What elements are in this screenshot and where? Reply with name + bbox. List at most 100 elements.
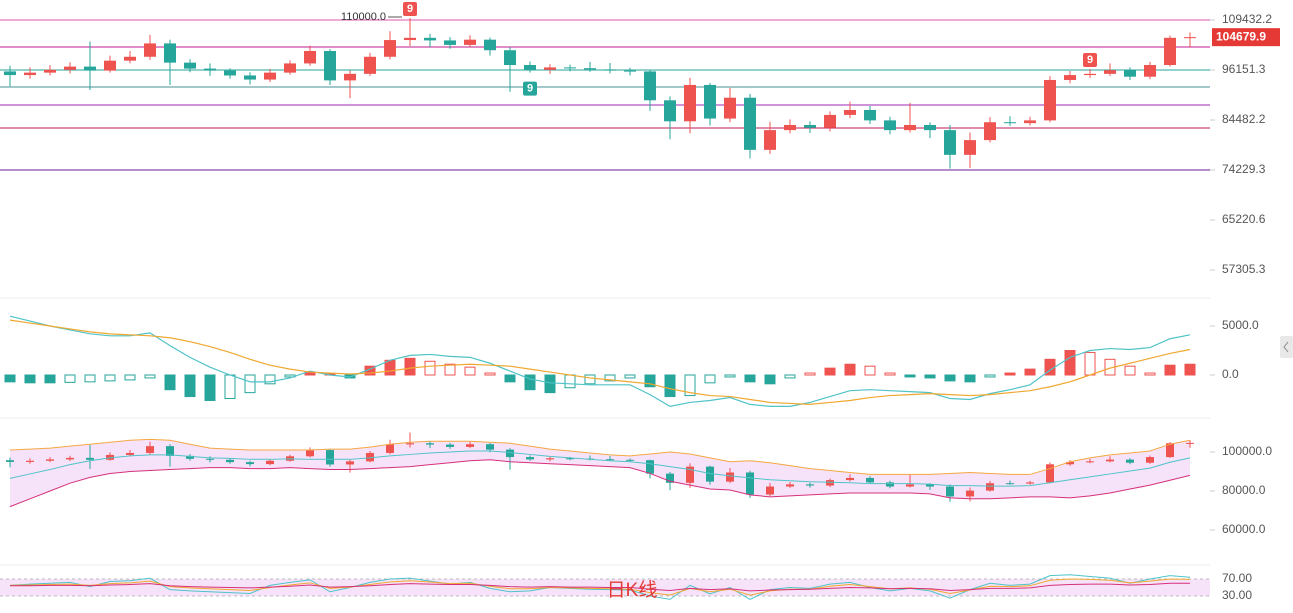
macd-bar [764, 374, 776, 385]
candle-body [546, 458, 554, 460]
macd-bar [1144, 372, 1156, 376]
macd-bar [44, 374, 56, 384]
macd-bar [1024, 368, 1036, 376]
candle-body [1006, 483, 1014, 485]
boll-mid [9, 450, 1191, 487]
candle-body [986, 483, 994, 491]
td-sell-label: 9 [1087, 54, 1093, 66]
candle-body [904, 124, 916, 131]
macd-bar [724, 374, 736, 378]
y-tick-label: 109432.2 [1222, 12, 1272, 26]
rsi-line [10, 582, 1190, 592]
macd-bar [664, 374, 676, 398]
candle-body [924, 124, 936, 131]
y-tick-label: 84482.2 [1222, 112, 1266, 126]
td-buy-marker [523, 81, 537, 96]
rsi-line [9, 578, 1191, 596]
candle-body [886, 482, 894, 487]
candle-body [724, 97, 736, 119]
candle-body [746, 472, 754, 495]
macd-bar [844, 363, 856, 376]
candle-body [266, 460, 274, 465]
candle-body [684, 84, 696, 122]
candle-body [1126, 459, 1134, 463]
candle-body [706, 466, 714, 482]
candle-body [664, 100, 676, 122]
candle-body [606, 459, 614, 461]
candle-body [466, 444, 474, 447]
macd-bar [1084, 351, 1096, 376]
y-tick-label: 74229.3 [1222, 162, 1266, 176]
candle-body [324, 50, 336, 81]
candle-body [104, 60, 116, 71]
macd-bar [164, 374, 176, 391]
candle-body [1186, 442, 1194, 444]
candle-body [524, 65, 536, 70]
candle-body [206, 458, 214, 460]
candle-body [346, 461, 354, 465]
candle-body [46, 459, 54, 461]
macd-bar [484, 372, 496, 376]
candle-body [844, 109, 856, 115]
candle-body [384, 40, 396, 57]
candle-body [506, 449, 514, 458]
candle-body [784, 124, 796, 131]
y-tick-label: 57305.3 [1222, 262, 1266, 276]
candle-body [966, 490, 974, 497]
side-handle-icon [1283, 341, 1289, 353]
macd-bar [864, 365, 876, 376]
macd-bar [904, 374, 916, 378]
candle-body [164, 43, 176, 63]
candle-body [624, 70, 636, 72]
candle-body [926, 484, 934, 487]
macd-bar [1184, 363, 1196, 376]
y-tick-label: 5000.0 [1222, 318, 1259, 332]
candle-body [144, 43, 156, 57]
candle-body [686, 466, 694, 483]
candle-body [4, 71, 16, 76]
candle-body [84, 66, 96, 71]
macd-bar [884, 372, 896, 376]
candle-body [1044, 79, 1056, 121]
macd-bar [964, 374, 976, 383]
macd-bar [704, 374, 716, 384]
macd-bar [504, 374, 516, 383]
macd-bar [644, 374, 656, 388]
candle-body [1026, 482, 1034, 484]
macd-bar [544, 374, 556, 394]
candle-body [704, 84, 716, 119]
macd-bar [744, 374, 756, 383]
candle-body [366, 452, 374, 462]
candle-body [124, 56, 136, 61]
candle-body [866, 477, 874, 483]
macd-bar [244, 374, 256, 394]
y-tick-label: 96151.3 [1222, 62, 1266, 76]
macd-bar [204, 374, 216, 401]
candle-body [884, 120, 896, 131]
macd-bar [804, 372, 816, 376]
candle-body [244, 75, 256, 80]
candle-body [1144, 65, 1156, 77]
y-tick-label: 70.00 [1222, 571, 1252, 585]
candle-body [404, 37, 416, 41]
candle-body [626, 459, 634, 461]
macd-bar [4, 374, 16, 383]
candle-body [726, 472, 734, 482]
candle-body [1084, 73, 1096, 76]
candle-body [486, 444, 494, 450]
candle-body [6, 460, 14, 462]
candle-body [1046, 464, 1054, 483]
candle-body [786, 484, 794, 487]
candle-body [444, 40, 456, 45]
candle-body [1124, 70, 1136, 77]
side-handle[interactable] [1280, 336, 1293, 358]
candle-body [1086, 461, 1094, 463]
macd-bar [684, 374, 696, 397]
candle-body [906, 484, 914, 487]
candle-body [304, 50, 316, 64]
macd-bar [1064, 349, 1076, 376]
y-tick-label: 65220.6 [1222, 212, 1266, 226]
candle-body [44, 69, 56, 73]
